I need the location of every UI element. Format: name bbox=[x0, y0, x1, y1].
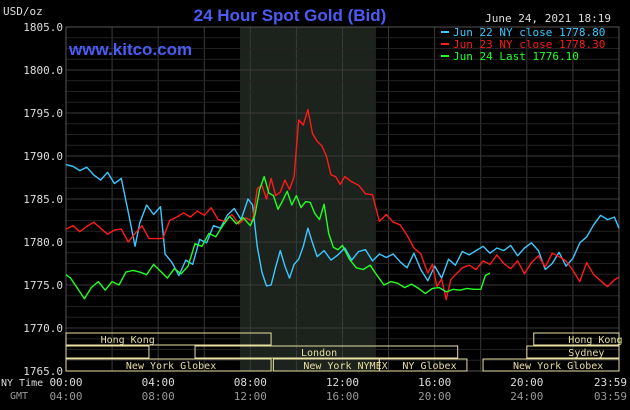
ny-time-tick: 08:00 bbox=[234, 376, 267, 389]
gmt-time-tick: 20:00 bbox=[418, 390, 451, 403]
series-lines bbox=[65, 108, 620, 301]
legend-entry: Jun 24 Last 1776.10 bbox=[453, 50, 579, 63]
market-sessions: Hong Kong Hong Kong London Sydney New York G… bbox=[65, 332, 622, 372]
market-session-label: Hong Kong bbox=[568, 335, 622, 346]
y-tick-label: 1805.0 bbox=[23, 21, 63, 34]
market-session-bar bbox=[482, 358, 620, 372]
chart-title: 24 Hour Spot Gold (Bid) bbox=[194, 6, 387, 25]
market-session-bar bbox=[65, 358, 272, 372]
y-tick-label: 1785.0 bbox=[23, 193, 63, 206]
ny-time-tick: 16:00 bbox=[418, 376, 451, 389]
market-session-label: New York Globex bbox=[513, 361, 603, 372]
series-line-1 bbox=[65, 163, 620, 287]
chart-datetime: June 24, 2021 18:19 bbox=[485, 12, 611, 25]
y-tick-label: 1765.0 bbox=[23, 365, 63, 378]
y-tick-label: 1770.0 bbox=[23, 322, 63, 335]
x-axis: NY TimeGMT00:0004:0004:0008:0008:0012:00… bbox=[1, 376, 627, 403]
ny-time-tick: 12:00 bbox=[326, 376, 359, 389]
gmt-time-tick: 03:59 bbox=[594, 390, 627, 403]
market-session-bar bbox=[533, 332, 620, 346]
ny-time-label: NY Time bbox=[1, 378, 43, 389]
market-session-label: London bbox=[301, 348, 337, 359]
series-line-2 bbox=[65, 108, 620, 301]
y-tick-label: 1775.0 bbox=[23, 279, 63, 292]
gmt-time-tick: 24:00 bbox=[510, 390, 543, 403]
y-tick-label: 1780.0 bbox=[23, 236, 63, 249]
y-axis: 1765.0 1770.0 1775.0 1780.0 1785.0 1790.0 1795… bbox=[23, 21, 63, 378]
y-tick-label: 1790.0 bbox=[23, 150, 63, 163]
market-session-label: Sydney bbox=[568, 348, 604, 359]
market-session-label: Hong Kong bbox=[101, 335, 155, 346]
ny-time-tick: 20:00 bbox=[510, 376, 543, 389]
market-session-label: New York NYMEX bbox=[303, 361, 387, 372]
market-session-bar bbox=[65, 345, 150, 359]
series-line-3 bbox=[65, 175, 491, 300]
market-session-bar bbox=[526, 345, 620, 359]
market-session-label: New York Globex bbox=[126, 361, 216, 372]
market-session-bar bbox=[378, 358, 468, 372]
market-session-bar bbox=[194, 345, 459, 359]
y-tick-label: 1800.0 bbox=[23, 64, 63, 77]
gmt-time-tick: 12:00 bbox=[234, 390, 267, 403]
ny-time-tick: 00:00 bbox=[49, 376, 82, 389]
legend-entry: Jun 23 NY close 1778.30 bbox=[453, 38, 605, 51]
ny-time-tick: 23:59 bbox=[594, 376, 627, 389]
ny-time-tick: 04:00 bbox=[142, 376, 175, 389]
gmt-time-tick: 04:00 bbox=[49, 390, 82, 403]
legend-entry: Jun 22 NY close 1778.80 bbox=[453, 26, 605, 39]
gmt-time-tick: 08:00 bbox=[142, 390, 175, 403]
market-session-label: NY Globex bbox=[402, 361, 456, 372]
y-tick-label: 1795.0 bbox=[23, 107, 63, 120]
gmt-time-tick: 16:00 bbox=[326, 390, 359, 403]
market-session-bar bbox=[65, 332, 272, 346]
y-unit-label: USD/oz bbox=[3, 5, 43, 18]
gmt-label: GMT bbox=[10, 391, 28, 402]
brand-watermark: www.kitco.com bbox=[68, 40, 192, 59]
